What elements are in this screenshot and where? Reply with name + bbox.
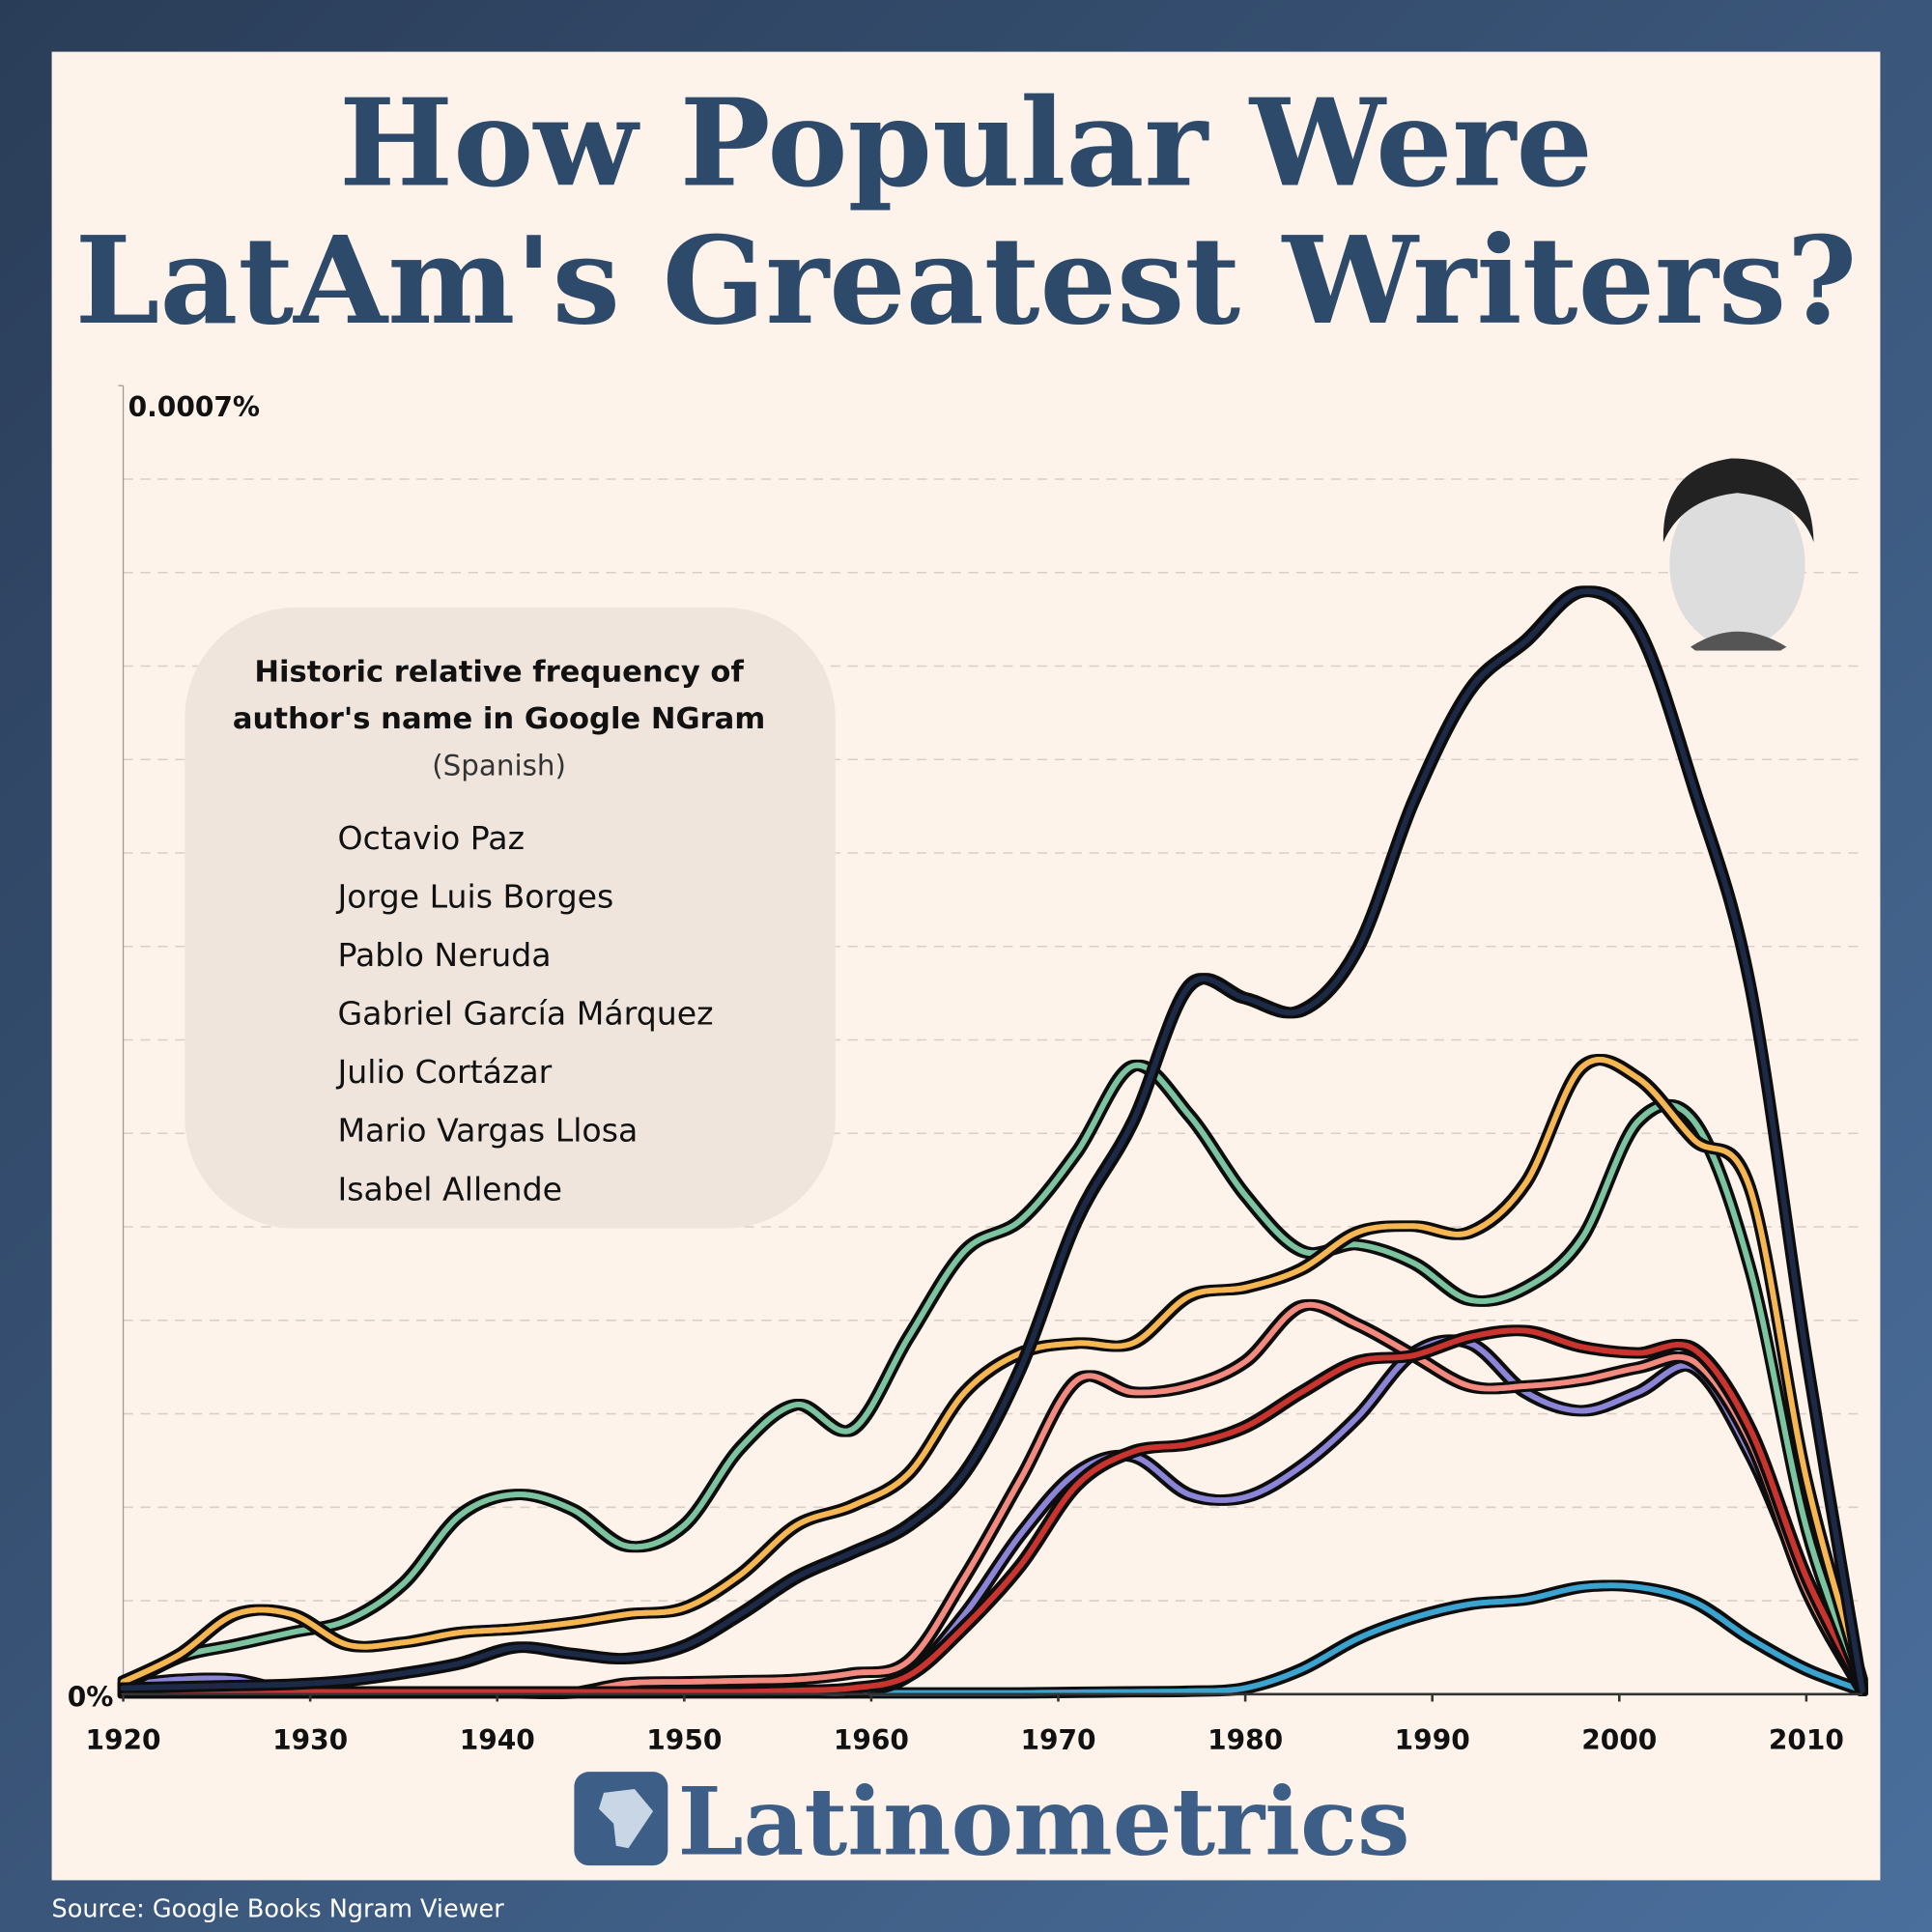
series-line bbox=[120, 1327, 1865, 1695]
source: Source: Google Books Ngram Viewer bbox=[52, 1895, 505, 1924]
portrait bbox=[1662, 458, 1814, 651]
legend-label: Jorge Luis Borges bbox=[335, 877, 613, 915]
x-tick-label: 2010 bbox=[1769, 1724, 1844, 1756]
grid bbox=[118, 384, 1863, 1695]
x-tick-label: 1970 bbox=[1020, 1724, 1095, 1756]
series-line bbox=[120, 1057, 1865, 1685]
x-tick-label: 2000 bbox=[1581, 1724, 1657, 1756]
legend-subtitle: (Spanish) bbox=[432, 749, 566, 781]
series-line bbox=[120, 1062, 1865, 1689]
chart-title: LatAm's Greatest Writers? bbox=[75, 211, 1858, 352]
legend-label: Gabriel García Márquez bbox=[337, 995, 713, 1033]
x-tick-label: 1930 bbox=[272, 1724, 348, 1756]
portrait-face bbox=[1669, 480, 1805, 648]
x-tick-label: 1950 bbox=[646, 1724, 722, 1756]
lines bbox=[120, 588, 1865, 1697]
brand-name: Latinometrics bbox=[678, 1767, 1410, 1877]
series-line bbox=[120, 588, 1865, 1693]
legend-label: Mario Vargas Llosa bbox=[337, 1112, 638, 1150]
x-tick-label: 1940 bbox=[460, 1724, 535, 1756]
legend-label: Octavio Paz bbox=[337, 819, 525, 857]
x-tick-label: 1920 bbox=[86, 1724, 161, 1756]
y-tick-label: 0% bbox=[68, 1682, 114, 1714]
x-tick-label: 1980 bbox=[1208, 1724, 1283, 1756]
brand-logo-map bbox=[598, 1789, 654, 1849]
brand: Latinometrics bbox=[574, 1767, 1410, 1877]
legend-box bbox=[185, 607, 836, 1229]
y-tick-label: 0.0007% bbox=[128, 391, 260, 423]
chart-title: How Popular Were bbox=[339, 72, 1593, 213]
legend-label: Pablo Neruda bbox=[337, 936, 551, 974]
legend-title: author's name in Google NGram bbox=[233, 702, 765, 736]
legend-title: Historic relative frequency of bbox=[254, 655, 744, 689]
portrait-hair bbox=[1662, 458, 1814, 543]
legend-label: Julio Cortázar bbox=[335, 1053, 552, 1091]
x-tick-label: 1960 bbox=[834, 1724, 909, 1756]
legend-label: Isabel Allende bbox=[337, 1170, 562, 1208]
x-tick-label: 1990 bbox=[1395, 1724, 1470, 1756]
portrait-collar bbox=[1690, 631, 1787, 651]
